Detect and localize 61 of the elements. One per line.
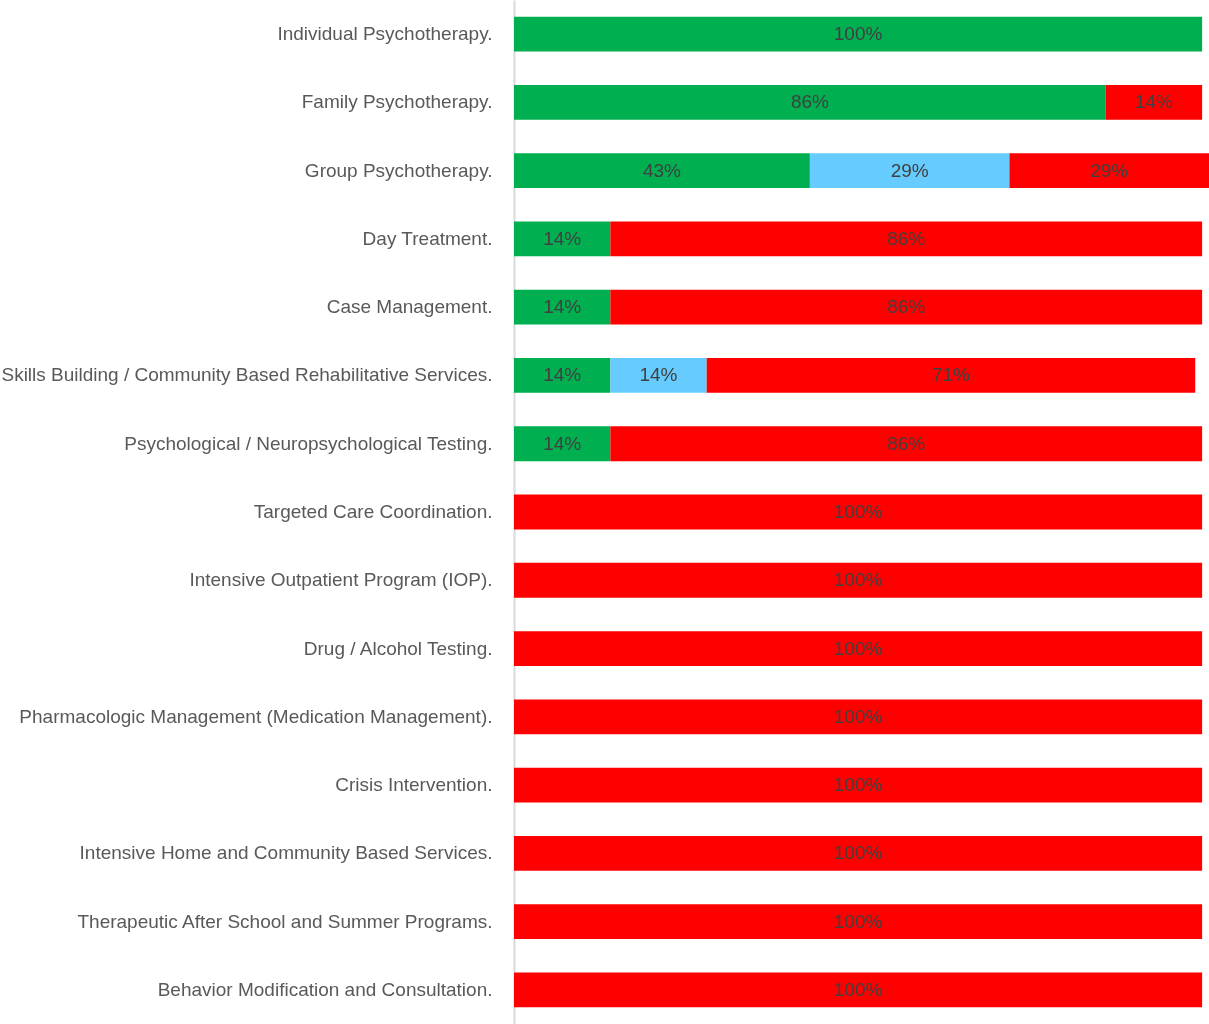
bar (514, 426, 611, 462)
data-label: 86% (887, 432, 926, 454)
bar (514, 358, 611, 393)
bar (1105, 84, 1203, 120)
data-label: 100% (833, 637, 883, 659)
y-tick-label: Targeted Care Coordination. (253, 501, 493, 522)
bar (514, 904, 1203, 940)
data-label: 100% (833, 501, 883, 522)
data-label: 14% (543, 364, 582, 386)
bar (514, 631, 1203, 666)
data-label: 14% (543, 227, 582, 249)
data-label: 14% (1134, 91, 1174, 113)
y-tick-label: Individual Psychotherapy. (277, 23, 493, 45)
data-label: 14% (543, 432, 582, 454)
data-label: 29% (1090, 159, 1129, 181)
data-label: 14% (639, 364, 678, 386)
bar (514, 153, 810, 189)
data-label: 100% (833, 978, 883, 1000)
data-label: 100% (833, 705, 883, 727)
bar (514, 16, 1203, 52)
bar (514, 221, 611, 257)
y-tick-label: Intensive Outpatient Program (IOP). (189, 569, 493, 591)
bar (610, 289, 1203, 325)
data-label: 100% (833, 23, 883, 45)
bar (514, 84, 1106, 120)
data-label: 100% (833, 910, 883, 932)
data-label: 86% (887, 227, 926, 249)
y-tick-label: Day Treatment. (362, 227, 493, 249)
bar (706, 358, 1196, 393)
y-tick-label: Skills Building / Community Based Rehabilitative Services. (1, 364, 493, 386)
data-label: 86% (887, 296, 926, 318)
bar (1009, 153, 1209, 189)
data-label: 100% (833, 569, 883, 591)
data-label: 71% (931, 364, 971, 386)
data-label: 29% (890, 159, 929, 181)
y-tick-label: Family Psychotherapy. (301, 91, 493, 113)
bar (809, 153, 1010, 189)
bar (610, 358, 707, 393)
y-tick-label: Group Psychotherapy. (304, 159, 493, 181)
data-label: 86% (790, 91, 830, 113)
bar (514, 767, 1203, 803)
y-tick-label: Behavior Modification and Consultation. (157, 978, 493, 1000)
bar (610, 426, 1203, 462)
bar (514, 699, 1203, 735)
bar (514, 289, 611, 325)
y-tick-label: Intensive Home and Community Based Services. (79, 842, 493, 864)
bar (514, 562, 1203, 598)
bar (514, 494, 1203, 530)
data-label: 43% (642, 159, 682, 181)
data-label: 100% (833, 774, 883, 796)
bar (514, 835, 1203, 871)
bar (610, 221, 1203, 257)
y-tick-label: Case Management. (326, 296, 493, 318)
y-tick-label: Drug / Alcohol Testing. (303, 637, 493, 659)
data-label: 14% (543, 296, 582, 318)
y-tick-label: Crisis Intervention. (335, 774, 493, 796)
data-label: 100% (833, 842, 883, 864)
y-tick-label: Therapeutic After School and Summer Programs. (77, 910, 493, 932)
y-tick-label: Psychological / Neuropsychological Testing. (124, 432, 493, 454)
bar (514, 972, 1203, 1008)
y-tick-label: Pharmacologic Management (Medication Management). (19, 705, 493, 727)
